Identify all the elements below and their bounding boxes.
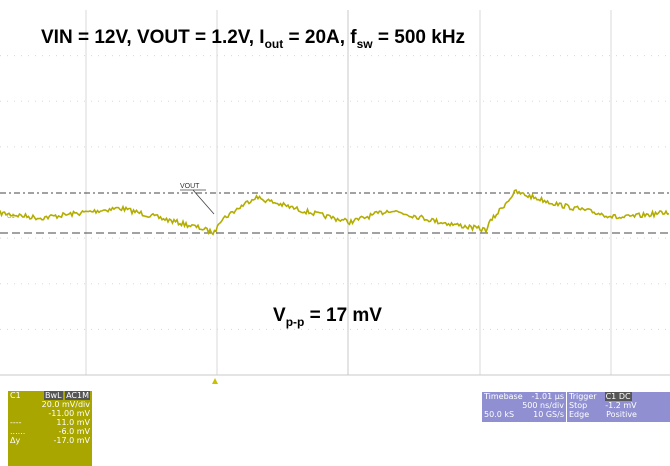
tag: C1 DC: [604, 392, 632, 401]
channel-panel: C1 BwL AC1M 20.0 mV/div -11.00 mV ---- 11.…: [8, 391, 92, 466]
value: 20.0 mV/div: [41, 400, 90, 409]
title-part: = 500 kHz: [373, 27, 465, 48]
value: Positive: [606, 410, 637, 419]
annotation-rest: = 17 mV: [304, 305, 382, 326]
tag: BwL: [44, 391, 63, 400]
trigger-arrow: [212, 378, 218, 384]
panel-row: 20.0 mV/div: [8, 400, 92, 409]
panel-row: 50.0 kS 10 GS/s: [482, 410, 566, 419]
title: VIN = 12V, VOUT = 1.2V, Iout = 20A, fsw …: [41, 27, 465, 51]
value: 10 GS/s: [533, 410, 564, 419]
annotation-sub: p-p: [286, 315, 305, 329]
annotation: Vp-p = 17 mV: [273, 305, 382, 329]
channel-marker: C1: [7, 214, 15, 220]
panel-row: 500 ns/div: [482, 401, 566, 410]
panel-row: Stop -1.2 mV: [567, 401, 670, 410]
value: -11.00 mV: [48, 409, 90, 418]
panel-row: C1 BwL AC1M: [8, 391, 92, 400]
panel-row: Trigger C1 DC: [567, 392, 670, 401]
title-part: = 20A, f: [283, 27, 357, 48]
value: -1.2 mV: [605, 401, 637, 410]
value: -1.01 µs: [531, 392, 565, 401]
panel-row: Δy -17.0 mV: [8, 436, 92, 445]
tag: AC1M: [65, 391, 90, 400]
delta-label: Δy: [10, 436, 21, 445]
panel-row: -11.00 mV: [8, 409, 92, 418]
value: Stop: [569, 401, 588, 410]
panel-row: ---- 11.0 mV: [10, 418, 90, 427]
panel-row: Timebase -1.01 µs: [482, 392, 566, 401]
trace-label: VOUT: [180, 183, 200, 190]
label: Timebase: [484, 392, 523, 401]
channel-name: C1: [10, 391, 21, 400]
value: 50.0 kS: [484, 410, 515, 419]
value: -6.0 mV: [58, 427, 90, 436]
title-sub: out: [265, 37, 284, 51]
trigger-panel: Trigger C1 DC Stop -1.2 mV Edge Positive: [567, 392, 670, 422]
value: 11.0 mV: [56, 418, 90, 427]
annotation-main: V: [273, 305, 286, 326]
waveform: [0, 188, 670, 236]
value: 500 ns/div: [522, 401, 564, 410]
value: Edge: [569, 410, 590, 419]
panel-row: ...... -6.0 mV: [10, 427, 90, 436]
value: -17.0 mV: [53, 436, 90, 445]
title-part: VIN = 12V, VOUT = 1.2V, I: [41, 27, 265, 48]
panel-row: Edge Positive: [567, 410, 670, 419]
title-sub: sw: [357, 37, 374, 51]
label-leader: [192, 189, 215, 215]
label: Trigger: [569, 392, 597, 401]
timebase-panel: Timebase -1.01 µs 500 ns/div 50.0 kS 10 GS…: [482, 392, 566, 422]
